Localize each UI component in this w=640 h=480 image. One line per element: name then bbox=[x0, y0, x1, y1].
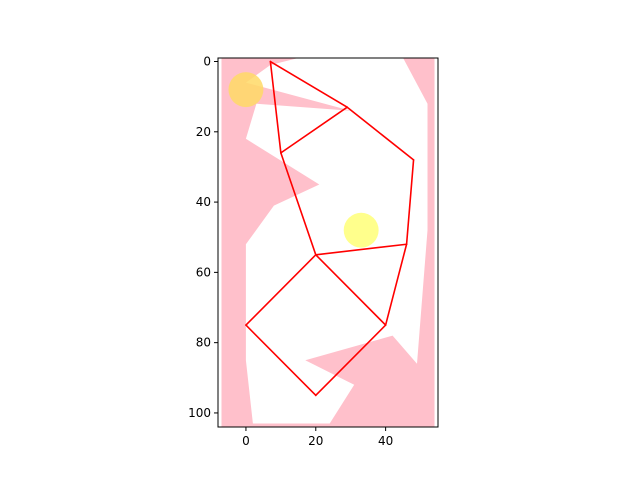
path-edge bbox=[346, 106, 415, 161]
path-edge bbox=[269, 60, 282, 154]
path-edge bbox=[245, 254, 317, 326]
path-edge bbox=[314, 243, 408, 256]
path-edge bbox=[405, 159, 415, 246]
path-edge bbox=[245, 324, 317, 397]
x-tick-label: 40 bbox=[378, 434, 393, 448]
path-edge bbox=[314, 324, 387, 397]
y-tick-label: 80 bbox=[196, 336, 211, 350]
y-tick-label: 20 bbox=[196, 125, 211, 139]
axes-frame bbox=[217, 57, 439, 428]
free-space-region bbox=[245, 58, 428, 424]
y-tick-label: 100 bbox=[188, 406, 211, 420]
start-circle bbox=[228, 72, 264, 108]
x-tick-label: 0 bbox=[242, 434, 250, 448]
y-axis: 0 20 40 60 80 100 bbox=[188, 55, 218, 420]
path-edge bbox=[280, 106, 349, 154]
x-axis: 0 20 40 bbox=[242, 427, 393, 448]
path-edge bbox=[269, 60, 349, 108]
plot-area bbox=[221, 58, 435, 427]
path-edge bbox=[314, 254, 387, 326]
y-tick-label: 60 bbox=[196, 265, 211, 279]
path-edge bbox=[280, 152, 317, 256]
y-tick-label: 40 bbox=[196, 195, 211, 209]
x-tick-label: 20 bbox=[308, 434, 323, 448]
path-edge bbox=[384, 243, 408, 326]
goal-circle bbox=[343, 212, 379, 248]
y-tick-label: 0 bbox=[203, 55, 211, 69]
